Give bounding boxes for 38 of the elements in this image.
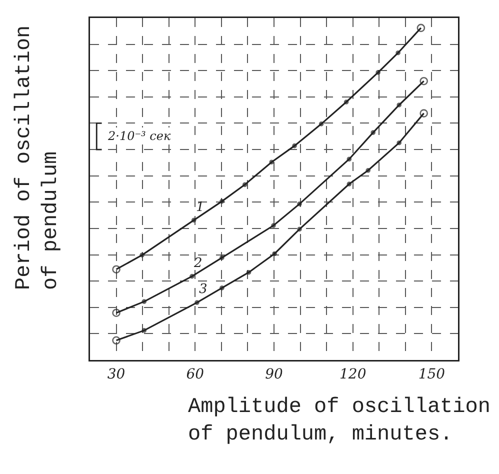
- point: [344, 100, 349, 104]
- x-tick-label: 60: [186, 366, 204, 382]
- point: [272, 251, 277, 256]
- point: [246, 270, 252, 275]
- x-tick-label: 30: [107, 366, 126, 382]
- annotation: 2·10⁻³ сек: [107, 129, 172, 143]
- point: [191, 218, 196, 223]
- point: [271, 223, 276, 228]
- x-axis-title: Amplitude of oscillation of pendulum, minutes.: [188, 396, 490, 446]
- point: [220, 255, 224, 260]
- series-label: 2: [193, 256, 202, 271]
- x-tick-label: 150: [418, 366, 446, 382]
- point: [318, 122, 324, 126]
- point: [396, 102, 402, 108]
- point: [366, 168, 370, 173]
- point: [396, 50, 400, 56]
- y-axis-title: Period of oscillation of pendulum: [12, 25, 64, 290]
- point: [346, 156, 352, 162]
- point: [346, 182, 352, 186]
- x-tick-label: 90: [265, 366, 283, 382]
- point: [396, 140, 402, 146]
- point: [269, 160, 274, 164]
- series-label: 1: [196, 200, 204, 215]
- point: [370, 130, 376, 135]
- point: [297, 202, 302, 206]
- point: [142, 299, 147, 304]
- point: [297, 226, 302, 232]
- point: [220, 286, 224, 290]
- point: [140, 252, 144, 258]
- point: [292, 143, 297, 148]
- point: [242, 182, 248, 188]
- point: [376, 70, 380, 75]
- point: [142, 328, 147, 333]
- point: [190, 274, 194, 279]
- point: [220, 198, 224, 204]
- x-tick-label: 120: [339, 366, 366, 382]
- point: [194, 300, 200, 305]
- series-label: 3: [199, 282, 208, 297]
